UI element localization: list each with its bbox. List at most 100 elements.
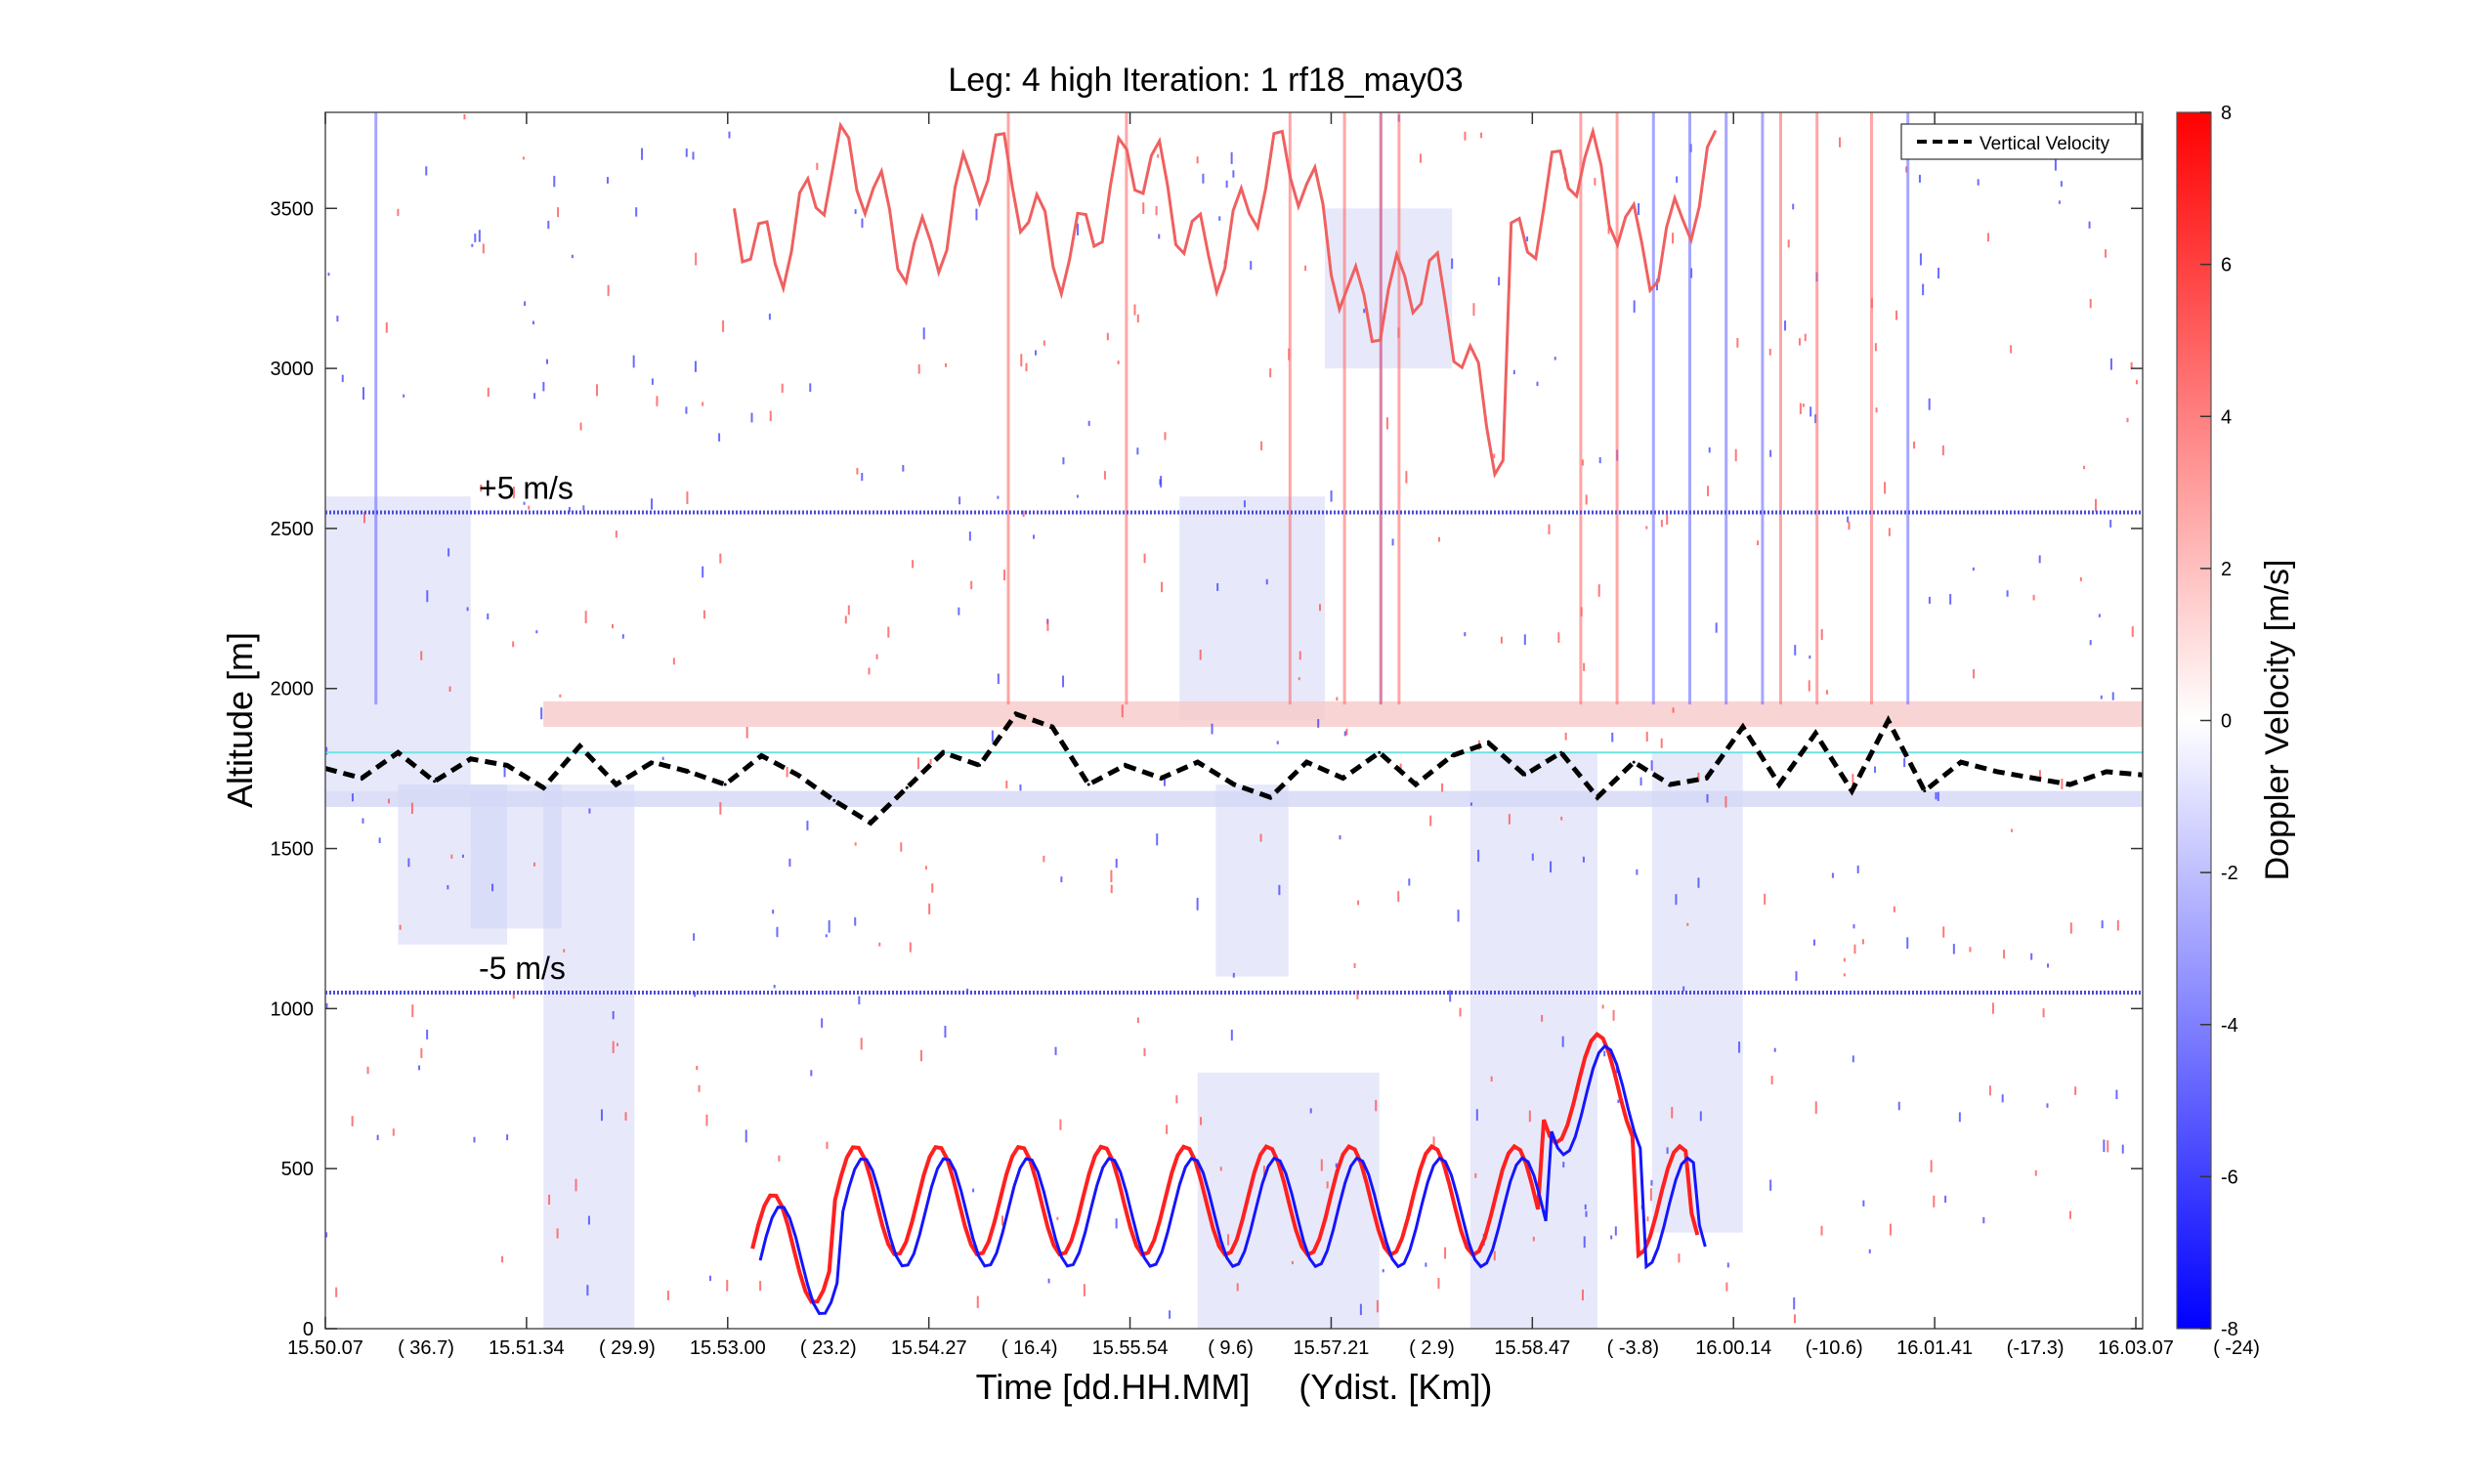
noise-speckle: [726, 1279, 729, 1292]
noise-speckle: [1317, 719, 1320, 728]
noise-speckle: [656, 396, 659, 406]
noise-speckle: [611, 623, 614, 629]
noise-speckle: [1345, 728, 1348, 736]
noise-speckle: [420, 1047, 423, 1059]
noise-speckle: [1432, 1136, 1435, 1146]
noise-speckle: [1143, 1048, 1146, 1057]
noise-speckle: [666, 1291, 669, 1300]
noise-speckle: [924, 866, 927, 870]
noise-speckle: [1707, 486, 1710, 496]
noise-speckle: [615, 530, 617, 538]
noise-speckle: [418, 1065, 421, 1071]
noise-speckle: [2061, 779, 2064, 789]
noise-speckle: [1645, 526, 1648, 530]
noise-speckle: [778, 1155, 781, 1162]
noise-speckle: [1988, 1085, 1991, 1096]
noise-speckle: [1650, 1179, 1653, 1186]
x-tick-label-time: 15.57.21: [1294, 1337, 1370, 1359]
series-point: [1378, 750, 1382, 754]
noise-speckle: [1211, 723, 1213, 735]
series-point: [869, 821, 873, 825]
noise-speckle: [1199, 649, 1202, 660]
noise-speckle: [1336, 697, 1339, 701]
noise-speckle: [875, 654, 878, 659]
noise-speckle: [2042, 1008, 2045, 1018]
noise-speckle: [718, 433, 721, 442]
noise-speckle: [341, 374, 344, 383]
colorbar-tick-label: -6: [2221, 1166, 2238, 1188]
noise-speckle: [1697, 877, 1700, 888]
noise-speckle: [854, 209, 857, 214]
noise-speckle: [1977, 179, 1979, 186]
noise-speckle: [399, 924, 402, 930]
noise-speckle: [1706, 793, 1709, 803]
noise-speckle: [1056, 1216, 1059, 1220]
noise-speckle: [512, 641, 515, 648]
noise-speckle: [1893, 906, 1895, 912]
noise-speckle: [2074, 1086, 2077, 1095]
noise-speckle: [1526, 236, 1529, 241]
series-point: [941, 750, 945, 754]
noise-speckle: [1438, 536, 1441, 542]
noise-speckle: [1678, 1253, 1681, 1263]
noise-speckle: [1121, 704, 1124, 718]
noise-speckle: [410, 802, 413, 815]
noise-speckle: [1339, 834, 1341, 840]
x-tick-label-ydist: ( 2.9): [1409, 1337, 1455, 1359]
noise-speckle: [325, 1232, 328, 1238]
noise-speckle: [1512, 369, 1515, 375]
noise-speckle: [448, 686, 451, 692]
noise-speckle: [617, 1042, 619, 1046]
noise-speckle: [474, 233, 477, 242]
series-point: [1850, 789, 1853, 793]
noise-speckle: [1895, 310, 1898, 320]
noise-speckle: [1550, 861, 1553, 873]
noise-speckle: [1472, 303, 1475, 317]
colorbar-tick-label: -4: [2221, 1015, 2238, 1037]
noise-speckle: [1291, 1260, 1294, 1265]
noise-speckle: [1318, 604, 1321, 612]
noise-speckle: [407, 858, 410, 868]
series-point: [723, 783, 727, 786]
noise-speckle: [1686, 922, 1689, 926]
noise-speckle: [1382, 1269, 1384, 1273]
noise-speckle: [1831, 872, 1834, 878]
noise-speckle: [1682, 986, 1685, 992]
noise-speckle: [1982, 1216, 1985, 1224]
noise-speckle: [719, 802, 722, 815]
noise-speckle: [1690, 268, 1693, 278]
noise-speckle: [1672, 707, 1675, 713]
noise-speckle: [1475, 1109, 1478, 1122]
noise-speckle: [524, 301, 527, 307]
noise-speckle: [772, 910, 775, 914]
noise-speckle: [2109, 358, 2112, 370]
noise-speckle: [482, 243, 485, 254]
noise-speckle: [702, 402, 704, 406]
noise-speckle: [1437, 1277, 1440, 1290]
noise-speckle: [1376, 1299, 1379, 1313]
noise-speckle: [327, 273, 330, 276]
noise-speckle: [1498, 276, 1501, 286]
noise-speckle: [385, 322, 388, 333]
noise-speckle: [388, 798, 391, 804]
noise-speckle: [1216, 582, 1219, 591]
noise-speckle: [397, 208, 400, 216]
noise-speckle: [1660, 520, 1663, 528]
noise-speckle: [788, 858, 791, 867]
noise-speckle: [1218, 216, 1221, 221]
noise-speckle: [2003, 950, 2006, 958]
updraft-plume: [1469, 752, 1597, 1329]
noise-speckle: [1359, 1303, 1362, 1316]
noise-speckle: [1814, 1101, 1817, 1115]
noise-speckle: [1490, 1076, 1493, 1081]
noise-speckle: [1265, 578, 1268, 585]
noise-speckle: [972, 1188, 975, 1193]
y-tick-label: 0: [303, 1319, 314, 1340]
x-tick-label-time: 15.58.47: [1494, 1337, 1570, 1359]
blue-band: [325, 790, 2143, 807]
noise-speckle: [1906, 937, 1909, 950]
noise-speckle: [1115, 1218, 1118, 1229]
noise-speckle: [635, 207, 638, 217]
noise-speckle: [1847, 516, 1850, 523]
series-point: [1995, 770, 1999, 774]
